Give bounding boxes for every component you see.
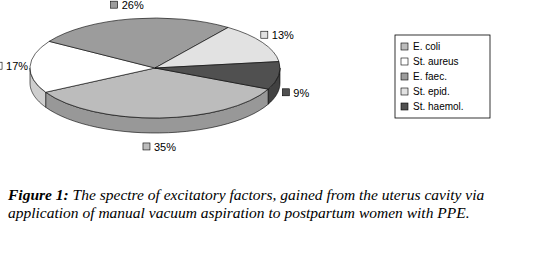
caption-label: Figure 1: [8,186,69,203]
legend-box [395,35,490,118]
data-label: 9% [282,87,309,99]
legend-swatch [401,73,408,80]
legend-label: St. haemol. [413,101,464,112]
slice [155,62,280,90]
legend-label: E. faec. [413,71,447,82]
data-label: 13% [261,29,294,41]
legend-swatch [401,58,408,65]
pie-marks [30,18,280,133]
data-label: 35% [143,141,176,153]
caption: Figure 1: The spectre of excitatory fact… [8,186,533,222]
legend-label: St. aureus [413,56,459,67]
legend-label: E. coli [413,41,440,52]
data-label-text: 35% [154,141,176,153]
data-label-text: 9% [293,87,309,99]
data-label-text: 17% [6,60,28,72]
data-label-key [143,143,150,150]
data-label-text: 13% [272,29,294,41]
data-labels: 35% 17% 26% 13% 9% [0,0,309,153]
data-label-text: 26% [122,0,144,11]
legend-swatch [401,103,408,110]
data-label: 17% [0,60,28,72]
legend-swatch [401,88,408,95]
data-label-key [261,31,268,38]
legend-label: St. epid. [413,86,450,97]
data-label: 26% [111,0,144,11]
data-label-key [282,89,289,96]
legend-swatch [401,43,408,50]
pie-top [30,18,280,118]
data-label-key [0,62,2,69]
slice [155,27,279,68]
caption-text: The spectre of excitatory factors, gaine… [8,186,484,221]
legend: E. coli St. aureus E. faec. St. epid. St. ha… [395,35,490,118]
data-label-key [111,1,118,8]
